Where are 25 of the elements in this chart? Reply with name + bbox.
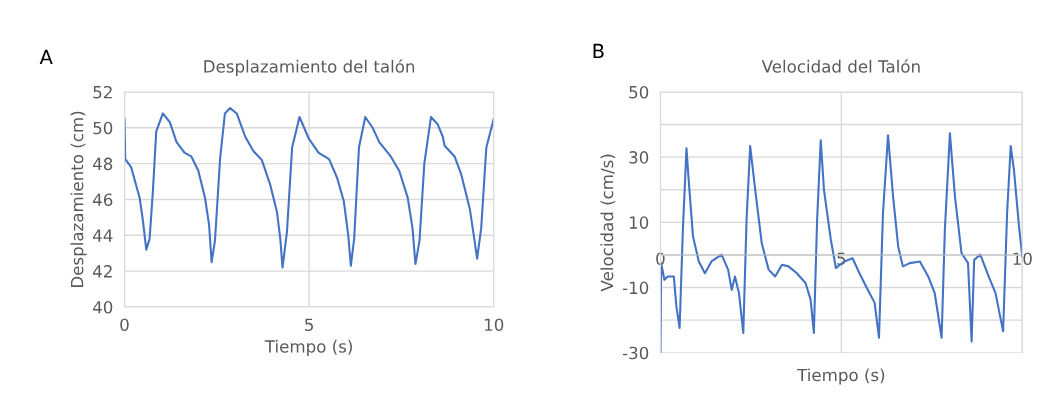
y-tick-label: 30 xyxy=(629,151,649,164)
x-tick-label: 5 xyxy=(305,318,313,332)
y-tick-label: 50 xyxy=(629,85,649,99)
x-tick-label: 10 xyxy=(484,318,504,332)
y-tick-label: 48 xyxy=(92,157,113,171)
text: B xyxy=(593,43,604,59)
text: A xyxy=(39,49,53,64)
y-axis-title: Desplazamiento (cm) xyxy=(70,111,87,287)
y-tick-label: 42 xyxy=(92,265,112,278)
y-tick-label: 10 xyxy=(629,216,649,229)
chart-title: Velocidad del Talón xyxy=(761,59,920,73)
y-tick-label: 46 xyxy=(92,193,113,207)
line-series xyxy=(124,107,494,269)
x-axis-title: Tiempo (s) xyxy=(797,368,885,385)
y-tick-label: -30 xyxy=(622,346,649,360)
y-tick-label: 44 xyxy=(92,229,113,242)
x-tick-label: 0 xyxy=(120,318,129,332)
y-tick-label: 50 xyxy=(93,121,113,135)
y-tick-label: 40 xyxy=(92,300,113,314)
chart-title: Desplazamiento del talón xyxy=(204,59,415,76)
x-tick-label: 10 xyxy=(1013,252,1032,266)
x-axis-title: Tiempo (s) xyxy=(264,339,352,356)
y-axis-title: Velocidad (cm/s) xyxy=(600,154,616,292)
y-tick-label: 52 xyxy=(93,85,112,99)
y-tick-label: -10 xyxy=(622,281,649,295)
